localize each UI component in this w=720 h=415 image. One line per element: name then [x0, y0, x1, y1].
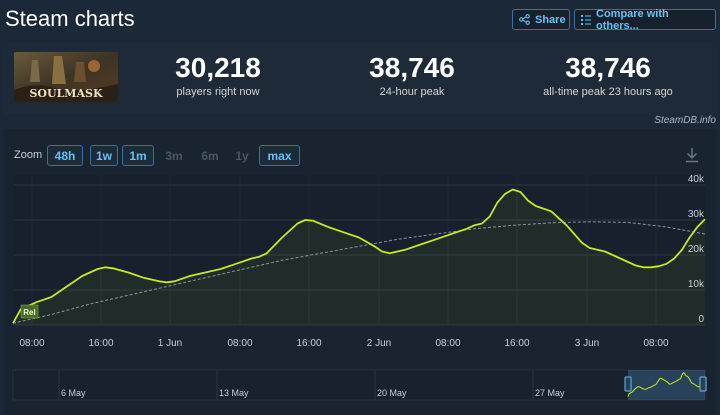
game-logo-text: SOULMASK [29, 87, 103, 100]
navigator-tick-label: 13 May [219, 388, 249, 398]
series-area [13, 189, 705, 325]
x-tick-label: 2 Jun [367, 338, 391, 349]
navigator-series-line [627, 372, 706, 397]
zoom-1w-button[interactable]: 1w [90, 145, 118, 166]
y-tick-label: 30k [688, 209, 705, 220]
y-tick-label: 0 [698, 314, 704, 325]
series-line-players [12, 188, 706, 324]
page-header: Steam charts Share Compare with others..… [0, 0, 720, 40]
x-tick-label: 16:00 [504, 338, 529, 349]
zoom-1m-button[interactable]: 1m [122, 145, 154, 166]
game-capsule-image[interactable]: SOULMASK [14, 52, 118, 102]
stat-label: all-time peak 23 hours ago [543, 86, 673, 98]
x-tick-label: 08:00 [435, 338, 460, 349]
y-tick-label: 20k [688, 244, 705, 255]
compare-list-icon [581, 14, 591, 25]
plot-area [13, 175, 705, 325]
x-tick-label: 08:00 [19, 338, 44, 349]
compare-label: Compare with others... [596, 7, 669, 32]
zoom-1y-button[interactable]: 1y [235, 148, 249, 163]
x-tick-label: 16:00 [88, 338, 113, 349]
stat-value: 30,218 [175, 52, 261, 83]
navigator-handle-left[interactable] [624, 376, 632, 392]
zoom-6m-button[interactable]: 6m [201, 148, 219, 163]
stat-all-time-peak: 38,746 all-time peak 23 hours ago [518, 51, 698, 99]
stat-value: 38,746 [369, 52, 455, 83]
stat-label: players right now [176, 86, 260, 98]
compare-button[interactable]: Compare with others... [574, 7, 716, 32]
share-button[interactable]: Share [512, 9, 570, 30]
stat-label: 24-hour peak [379, 86, 445, 98]
release-marker-label: Rel [23, 308, 35, 317]
stat-24h-peak: 38,746 24-hour peak [337, 51, 487, 99]
release-marker[interactable] [20, 304, 39, 319]
x-tick-label: 16:00 [296, 338, 321, 349]
zoom-label: Zoom [14, 149, 43, 161]
stats-panel: SOULMASK 30,218 players right now 38,746… [3, 41, 717, 115]
x-tick-label: 3 Jun [575, 338, 599, 349]
stat-value: 38,746 [565, 52, 651, 83]
x-tick-label: 08:00 [643, 338, 668, 349]
zoom-48h-button[interactable]: 48h [47, 145, 83, 166]
x-tick-label: 1 Jun [158, 338, 182, 349]
share-label: Share [535, 13, 566, 26]
y-tick-label: 10k [688, 279, 705, 290]
download-icon[interactable] [685, 147, 699, 163]
page-title: Steam charts [5, 6, 135, 31]
navigator-selection[interactable] [628, 370, 705, 400]
steamdb-watermark[interactable]: SteamDB.info [654, 115, 716, 126]
navigator-track[interactable] [12, 369, 706, 401]
x-tick-label: 08:00 [227, 338, 252, 349]
series-line-average [12, 221, 706, 324]
zoom-3m-button[interactable]: 3m [165, 148, 183, 163]
navigator-tick-label: 6 May [61, 388, 86, 398]
navigator-tick-label: 20 May [377, 388, 407, 398]
stat-players-now: 30,218 players right now [143, 51, 293, 99]
navigator-handle-right[interactable] [699, 376, 707, 392]
navigator-tick-label: 27 May [535, 388, 565, 398]
y-tick-label: 40k [688, 174, 705, 185]
zoom-max-button[interactable]: max [259, 145, 300, 166]
share-icon [519, 14, 530, 25]
